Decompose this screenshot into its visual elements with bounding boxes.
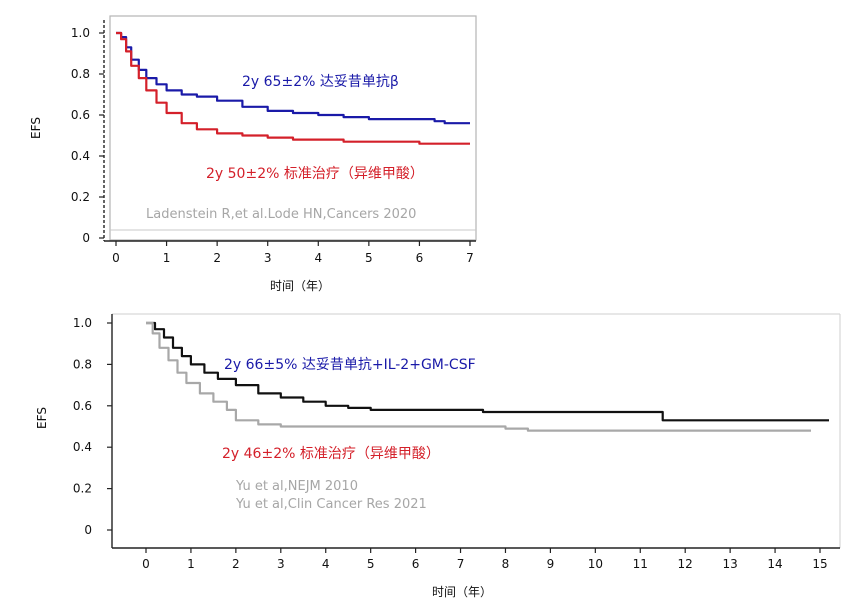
top-chart: 0 0.2 0.4 0.6 0.8 1.0 0 1 2 3 4 5 6 7 EFS 时间（年） 2y 6… [29,15,477,293]
top-y-tick-label: 0.8 [71,67,90,81]
top-x-tick-label: 5 [365,251,373,265]
top-y-tick-label: 1.0 [71,26,90,40]
top-y-tick-label: 0.4 [71,149,90,163]
bottom-x-tick-label: 7 [457,557,465,571]
bottom-x-tick-label: 3 [277,557,285,571]
top-x-tick-label: 7 [466,251,474,265]
bottom-x-axis-label: 时间（年） [432,585,492,599]
bottom-y-tick-label: 0.8 [73,357,92,371]
bottom-x-tick-label: 1 [187,557,195,571]
bottom-series-2-line [146,321,811,432]
top-annotation-standard: 2y 50±2% 标准治疗（异维甲酸） [206,166,424,182]
bottom-x-tick-label: 14 [767,557,782,571]
bottom-x-tick-label: 4 [322,557,330,571]
top-x-tick-label: 3 [264,251,272,265]
bottom-y-tick-label: 0.6 [73,399,92,413]
bottom-annotation-dinutuximab: 2y 66±5% 达妥昔单抗+IL-2+GM-CSF [224,357,476,373]
bottom-y-tick-label: 1.0 [73,316,92,330]
bottom-source-citation-2: Yu et al,Clin Cancer Res 2021 [235,497,427,512]
bottom-x-tick-label: 5 [367,557,375,571]
top-y-axis-label: EFS [29,117,43,139]
bottom-chart: 00.20.40.60.81.0 0 1 2 3 4 5 6 7 8 9 10 11 12 13 14 15 … [35,313,841,599]
bottom-source-citation-1: Yu et al,NEJM 2010 [235,479,358,494]
bottom-x-tick-label: 0 [142,557,150,571]
bottom-x-tick-label: 8 [502,557,510,571]
bottom-x-tick-label: 11 [633,557,648,571]
bottom-y-axis-label: EFS [35,407,49,429]
bottom-x-tick-label: 12 [678,557,693,571]
top-x-tick-label: 2 [213,251,221,265]
top-x-tick-label: 6 [416,251,424,265]
top-series-1-line [116,31,470,125]
bottom-x-tick-label: 13 [722,557,737,571]
top-plot-frame [109,15,477,241]
bottom-x-tick-label: 10 [588,557,603,571]
top-y-tick-label: 0 [82,231,90,245]
bottom-series-1-line [146,321,829,422]
bottom-x-tick-label: 9 [547,557,555,571]
bottom-y-tick-label: 0 [84,523,92,537]
top-x-tick-label: 4 [314,251,322,265]
top-annotation-dinutuximab: 2y 65±2% 达妥昔单抗β [242,74,399,90]
bottom-x-tick-label: 2 [232,557,240,571]
bottom-x-tick-label: 6 [412,557,420,571]
top-y-tick-label: 0.6 [71,108,90,122]
bottom-x-tick-label: 15 [812,557,827,571]
top-series-2-line [116,31,470,145]
top-x-tick-label: 1 [163,251,171,265]
top-x-tick-label: 0 [112,251,120,265]
top-source-citation: Ladenstein R,et al.Lode HN,Cancers 2020 [146,207,416,222]
top-x-axis-label: 时间（年） [270,279,330,293]
top-y-tick-label: 0.2 [71,190,90,204]
bottom-annotation-standard: 2y 46±2% 标准治疗（异维甲酸） [222,446,440,462]
bottom-y-tick-label: 0.4 [73,440,92,454]
bottom-y-tick-label: 0.2 [73,482,92,496]
